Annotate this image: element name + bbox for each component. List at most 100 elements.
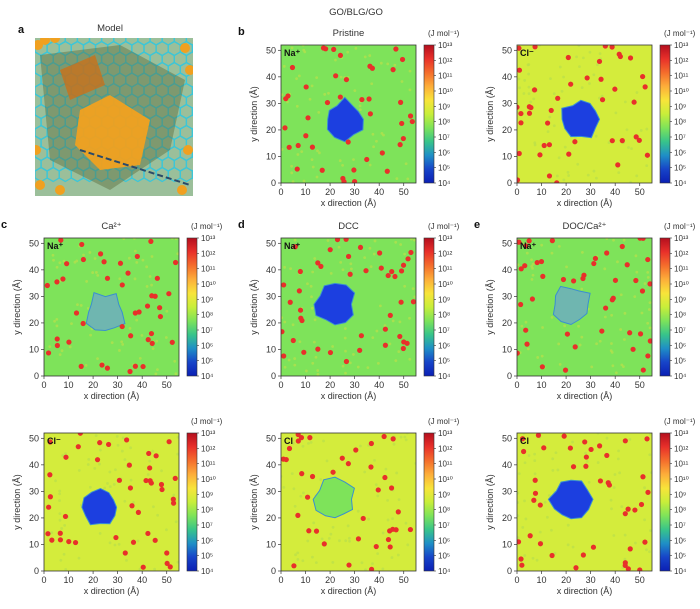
energy-hotspot — [295, 142, 301, 149]
energy-hotspot — [546, 173, 553, 179]
energy-hotspot — [331, 46, 337, 53]
energy-hotspot — [54, 342, 60, 349]
y-tick-label: 10 — [29, 539, 39, 549]
plot-frame — [516, 237, 653, 377]
x-tick-label: 0 — [514, 575, 519, 585]
ion-label: Cl⁻ — [520, 48, 534, 58]
y-axis-label: y direction (Å) — [249, 279, 259, 335]
energy-hotspot — [397, 333, 403, 340]
colorbar-tick-label: 10⁹ — [438, 490, 450, 499]
energy-hotspot — [373, 543, 379, 550]
colorbar-tick-label: 10¹⁰ — [674, 280, 689, 289]
y-tick-label: 10 — [29, 344, 39, 354]
energy-hotspot — [389, 268, 395, 275]
energy-hotspot — [549, 552, 555, 559]
energy-hotspot — [529, 296, 536, 302]
x-axis-label: x direction (Å) — [557, 391, 613, 401]
colorbar-tick-label: 10⁵ — [201, 357, 213, 366]
energy-hotspot — [330, 469, 336, 475]
colorbar-tick-label: 10¹² — [201, 444, 216, 453]
energy-hotspot — [369, 65, 375, 71]
energy-hotspot — [119, 282, 125, 288]
energy-hotspot — [57, 530, 63, 536]
energy-hotspot — [537, 152, 543, 158]
energy-hotspot — [410, 299, 416, 305]
energy-hotspot — [368, 440, 374, 447]
y-tick-label: 30 — [266, 291, 276, 301]
energy-hotspot — [105, 441, 112, 448]
x-tick-label: 30 — [350, 575, 360, 585]
energy-hotspot — [343, 76, 350, 83]
energy-hotspot — [64, 261, 70, 267]
energy-hotspot — [599, 97, 606, 103]
energy-hotspot — [78, 363, 84, 369]
colorbar-tick-label: 10¹³ — [438, 41, 453, 50]
energy-hotspot — [368, 464, 374, 470]
energy-hotspot — [318, 263, 324, 269]
energy-hotspot — [645, 489, 651, 495]
energy-hotspot — [570, 278, 577, 284]
y-tick-label: 40 — [266, 72, 276, 82]
energy-hotspot — [75, 444, 81, 450]
energy-hotspot — [377, 250, 383, 256]
colorbar-tick-label: 10⁹ — [201, 295, 213, 304]
energy-hotspot — [47, 439, 53, 445]
energy-hotspot — [158, 481, 165, 488]
energy-hotspot — [617, 53, 623, 60]
energy-hotspot — [295, 438, 301, 444]
colorbar-tick-label: 10⁸ — [438, 311, 450, 320]
energy-hotspot — [303, 84, 309, 90]
heatmap-field — [517, 433, 652, 571]
y-axis-label: y direction (Å) — [485, 279, 495, 335]
energy-hotspot — [407, 526, 414, 533]
energy-hotspot — [624, 262, 630, 268]
colorbar-tick-label: 10⁷ — [201, 521, 213, 530]
energy-hotspot — [307, 435, 313, 441]
energy-hotspot — [555, 95, 561, 101]
energy-hotspot — [281, 353, 287, 359]
colorbar-unit: (J mol⁻¹) — [664, 29, 696, 38]
x-tick-label: 40 — [610, 380, 620, 390]
energy-hotspot — [291, 563, 297, 569]
energy-hotspot — [609, 138, 615, 144]
energy-hotspot — [619, 243, 625, 250]
energy-hotspot — [591, 260, 597, 267]
energy-hotspot — [534, 259, 540, 266]
colorbar-tick-label: 10¹⁰ — [438, 280, 453, 289]
x-tick-label: 20 — [88, 575, 98, 585]
y-tick-label: 50 — [29, 238, 39, 248]
energy-hotspot — [627, 55, 634, 61]
energy-hotspot — [143, 477, 149, 484]
energy-hotspot — [170, 500, 177, 506]
energy-hotspot — [521, 448, 527, 455]
x-tick-label: 10 — [64, 575, 74, 585]
energy-hotspot — [517, 150, 522, 157]
energy-hotspot — [637, 567, 643, 571]
energy-hotspot — [603, 305, 609, 311]
y-tick-label: 0 — [271, 566, 276, 576]
energy-hotspot — [642, 539, 648, 545]
y-tick-label: 50 — [502, 433, 512, 443]
energy-hotspot — [129, 503, 135, 509]
model-title: Model — [97, 23, 123, 34]
y-tick-label: 50 — [266, 433, 276, 443]
colorbar-tick-label: 10¹¹ — [674, 460, 689, 469]
heatmap-field — [281, 433, 416, 571]
energy-hotspot — [398, 99, 404, 105]
energy-hotspot — [385, 272, 391, 279]
energy-hotspot — [627, 546, 633, 552]
x-tick-label: 50 — [162, 380, 172, 390]
colorbar-tick-label: 10⁴ — [201, 372, 214, 381]
colorbar-tick-label: 10⁴ — [438, 179, 451, 188]
colorbar-tick-label: 10⁴ — [674, 179, 687, 188]
colorbar-tick-label: 10⁷ — [438, 326, 450, 335]
colorbar-tick-label: 10⁶ — [438, 341, 450, 350]
energy-hotspot — [393, 527, 399, 533]
energy-hotspot — [319, 167, 325, 173]
energy-hotspot — [44, 282, 50, 289]
x-axis-label: x direction (Å) — [321, 586, 377, 596]
energy-hotspot — [97, 251, 104, 257]
colorbar-tick-label: 10⁵ — [674, 164, 686, 173]
x-tick-label: 10 — [537, 187, 547, 197]
y-tick-label: 30 — [266, 486, 276, 496]
